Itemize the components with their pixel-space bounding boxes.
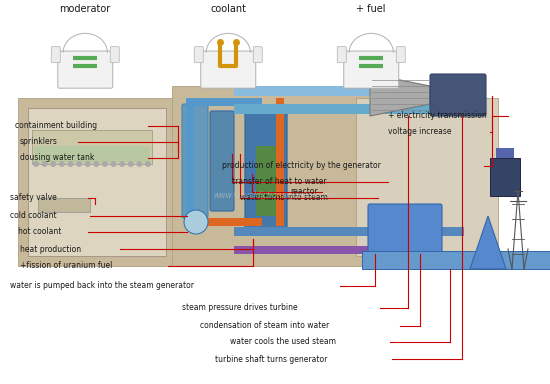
Circle shape [102,161,108,167]
Bar [256,146,276,216]
FancyBboxPatch shape [344,51,399,88]
Bar [34,146,150,162]
FancyBboxPatch shape [182,104,208,218]
FancyBboxPatch shape [58,51,113,88]
Text: water cools the used steam: water cools the used steam [230,338,336,346]
Bar [496,148,514,158]
Text: water turns into steam: water turns into steam [240,194,328,202]
Text: containment building: containment building [15,121,97,131]
Circle shape [111,161,117,167]
Text: reactor: reactor [290,187,318,197]
Text: moderator: moderator [59,4,111,14]
Circle shape [76,161,82,167]
Text: + fuel: + fuel [356,4,386,14]
Text: condensation of steam into water: condensation of steam into water [200,321,329,331]
Bar [276,98,284,226]
Text: dousing water tank: dousing water tank [20,154,95,162]
FancyBboxPatch shape [210,111,234,211]
Polygon shape [370,74,430,116]
FancyBboxPatch shape [194,47,204,63]
Text: + electricity transmission: + electricity transmission [388,111,487,121]
Bar [32,130,152,164]
Circle shape [33,161,39,167]
Text: hot coolant: hot coolant [18,227,62,237]
Polygon shape [470,216,506,269]
Circle shape [94,161,100,167]
Circle shape [50,161,56,167]
Circle shape [184,210,208,234]
Text: +fission of uranium fuel: +fission of uranium fuel [20,262,112,270]
Circle shape [145,161,151,167]
Bar [234,104,464,114]
Circle shape [85,161,91,167]
Bar [234,227,464,236]
Circle shape [119,161,125,167]
FancyBboxPatch shape [245,105,287,229]
Text: www.visualdictionaryonline.com: www.visualdictionaryonline.com [213,192,337,200]
Circle shape [136,161,142,167]
Circle shape [42,161,48,167]
Text: steam pressure drives turbine: steam pressure drives turbine [182,303,298,313]
Text: voltage increase: voltage increase [388,127,452,136]
Bar [172,86,368,266]
Text: production of electricity by the generator: production of electricity by the generat… [222,162,381,170]
Bar [18,98,176,266]
Bar [186,98,262,106]
FancyBboxPatch shape [51,47,60,63]
Circle shape [59,161,65,167]
Text: sprinklers: sprinklers [20,137,58,147]
Bar [356,98,498,256]
Bar [186,218,262,226]
Circle shape [68,161,74,167]
Bar [362,251,550,269]
Text: transfer of heat to water: transfer of heat to water [232,177,327,187]
Text: safety valve: safety valve [10,194,57,202]
Bar [490,158,520,196]
FancyBboxPatch shape [201,51,256,88]
Bar [186,98,194,226]
Text: heat production: heat production [20,245,81,253]
FancyBboxPatch shape [110,47,119,63]
Bar [28,108,166,256]
Bar [234,86,464,96]
Text: water is pumped back into the steam generator: water is pumped back into the steam gene… [10,281,194,291]
FancyBboxPatch shape [253,47,262,63]
Bar [38,198,90,212]
Text: cold coolant: cold coolant [10,212,57,220]
Circle shape [128,161,134,167]
FancyBboxPatch shape [368,204,442,256]
FancyBboxPatch shape [396,47,405,63]
FancyBboxPatch shape [337,47,346,63]
Text: coolant: coolant [210,4,246,14]
Text: turbine shaft turns generator: turbine shaft turns generator [215,354,327,364]
FancyBboxPatch shape [430,74,486,116]
Bar [234,246,374,254]
